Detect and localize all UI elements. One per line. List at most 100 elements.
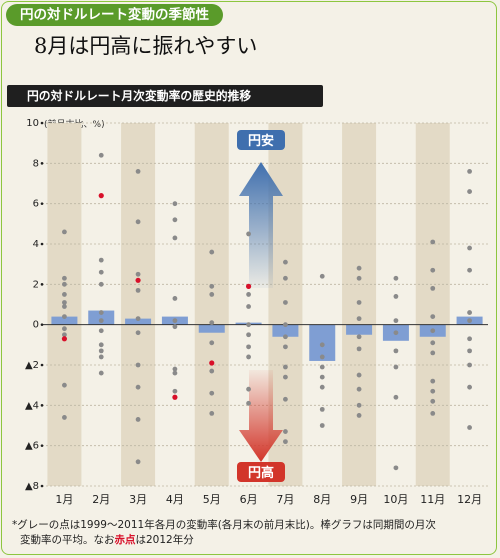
x-tick-label: 2月 — [92, 493, 110, 506]
gray-point — [319, 384, 325, 390]
y-tick-label: ▲8 — [25, 481, 39, 492]
gray-point — [467, 318, 472, 324]
gray-point — [356, 265, 362, 271]
month-stripe — [194, 123, 229, 486]
gray-point — [98, 318, 104, 324]
gray-point — [319, 364, 325, 370]
gray-point — [467, 310, 472, 315]
average-bar — [272, 324, 299, 337]
y-tick-label: 8 — [33, 158, 39, 169]
gray-point — [430, 340, 436, 346]
gray-point — [98, 328, 104, 334]
x-tick-label: 10月 — [383, 493, 408, 506]
gray-point — [393, 294, 399, 299]
red-point — [61, 336, 68, 342]
x-tick-label: 12月 — [457, 493, 482, 506]
x-tick-label: 7月 — [276, 493, 294, 506]
gray-point — [356, 275, 362, 281]
y-tick-dot — [40, 242, 44, 246]
red-point — [245, 283, 252, 289]
gray-point — [319, 423, 325, 428]
gray-point — [356, 413, 362, 418]
gray-point — [172, 296, 178, 301]
y-tick-label: 10 — [26, 118, 39, 129]
gray-point — [430, 267, 436, 273]
gray-point — [62, 326, 67, 332]
gray-point — [467, 189, 472, 194]
gray-point — [283, 334, 288, 340]
gray-point — [356, 316, 362, 322]
average-bar — [88, 310, 115, 325]
x-tick-label: 11月 — [420, 493, 445, 506]
y-tick-dot — [40, 484, 44, 488]
gray-point — [283, 344, 288, 350]
x-tick-label: 1月 — [55, 493, 73, 506]
average-bar — [125, 318, 152, 325]
average-bar — [346, 324, 373, 335]
gray-point — [467, 245, 472, 251]
gray-point — [172, 235, 178, 241]
gray-point — [246, 400, 251, 406]
gray-point — [246, 386, 251, 392]
gray-point — [430, 314, 436, 319]
gray-point — [356, 346, 362, 352]
y-tick-label: ▲6 — [25, 441, 39, 452]
gray-point — [430, 285, 436, 291]
y-tick-dot — [40, 323, 44, 326]
x-tick-label: 6月 — [240, 493, 258, 506]
gray-point — [430, 398, 436, 404]
gray-point — [209, 368, 215, 374]
y-tick-dot — [40, 162, 44, 165]
headline: 8月は円高に振れやすい — [34, 34, 258, 58]
gray-point — [172, 201, 178, 207]
gray-point — [209, 249, 215, 255]
gray-point — [98, 370, 104, 376]
gray-point — [172, 318, 178, 324]
footnote-line1: *グレーの点は1999～2011年各月の変動率(各月末の前月末比)。棒グラフは同… — [12, 519, 436, 531]
gray-point — [172, 388, 178, 394]
y-tick-dot — [40, 121, 44, 125]
gray-point — [62, 332, 67, 338]
gray-point — [393, 394, 399, 400]
gray-point — [98, 354, 104, 360]
gray-point — [246, 304, 251, 309]
gray-point — [135, 330, 141, 336]
gray-point — [98, 348, 104, 354]
gray-point — [135, 271, 141, 277]
gray-point — [356, 300, 362, 305]
gray-point — [246, 354, 251, 360]
month-stripe — [415, 123, 450, 486]
average-bar — [198, 324, 225, 333]
chart-subtitle: 円の対ドルレート月次変動率の歴史的推移 — [7, 85, 323, 107]
gray-point — [430, 411, 436, 416]
gray-point — [209, 320, 215, 326]
gray-point — [62, 281, 67, 287]
y-tick-dot — [40, 363, 44, 367]
up-arrow — [239, 162, 283, 288]
gray-point — [172, 324, 178, 330]
red-point — [135, 277, 141, 283]
gray-point — [135, 417, 141, 422]
section-tag: 円の対ドルレート変動の季節性 — [6, 4, 223, 26]
gray-point — [467, 169, 472, 174]
gray-point — [209, 411, 215, 416]
gray-point — [430, 239, 436, 245]
gray-point — [246, 332, 251, 338]
x-tick-label: 3月 — [129, 493, 147, 506]
gray-point — [98, 281, 104, 287]
gray-point — [283, 429, 288, 434]
y-tick-dot — [40, 202, 44, 205]
gray-point — [246, 344, 251, 350]
gray-point — [393, 318, 399, 324]
yen-weak-label: 円安 — [248, 133, 274, 149]
footnote: *グレーの点は1999～2011年各月の変動率(各月末の前月末比)。棒グラフは同… — [12, 518, 494, 548]
gray-point — [283, 374, 288, 380]
down-arrow — [239, 370, 283, 462]
gray-point — [319, 342, 325, 348]
gray-point — [283, 439, 288, 445]
gray-point — [319, 273, 325, 279]
average-bar — [51, 316, 78, 325]
gray-point — [246, 231, 251, 237]
gray-point — [319, 406, 325, 412]
